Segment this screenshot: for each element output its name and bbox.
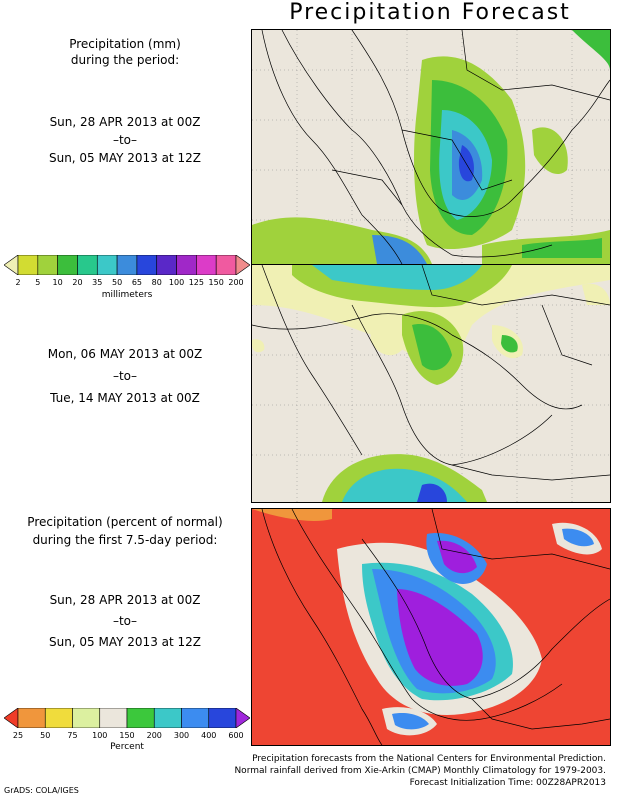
percent-colorbar-tick-label: 400 bbox=[201, 731, 217, 740]
panel1-separator: –to– bbox=[112, 133, 138, 147]
panel3-start-date: Sun, 28 APR 2013 at 00Z bbox=[49, 593, 201, 607]
mm-colorbar-swatch bbox=[4, 255, 19, 275]
percent-colorbar-swatch bbox=[17, 708, 46, 728]
mm-colorbar-swatch bbox=[176, 255, 197, 275]
panel3-end-date: Sun, 05 MAY 2013 at 12Z bbox=[48, 635, 202, 649]
percent-colorbar-swatch bbox=[153, 708, 182, 728]
mm-colorbar-tick-label: 2 bbox=[15, 278, 21, 287]
percent-colorbar-tick-label: 300 bbox=[173, 731, 190, 740]
percent-colorbar-tick-label: 200 bbox=[146, 731, 162, 740]
mm-colorbar-swatch bbox=[196, 255, 217, 275]
percent-colorbar-unit: Percent bbox=[110, 742, 144, 752]
percent-colorbar-tick-label: 600 bbox=[228, 731, 244, 740]
percent-colorbar-tick-label: 100 bbox=[92, 731, 108, 740]
panel2-end-date: Tue, 14 MAY 2013 at 00Z bbox=[50, 391, 200, 405]
panel3-separator: –to– bbox=[112, 614, 138, 628]
percent-of-normal-map bbox=[251, 508, 611, 746]
footer-line1: Precipitation forecasts from the Nationa… bbox=[252, 754, 606, 764]
panel3-heading-line1: Precipitation (percent of normal) bbox=[27, 515, 223, 529]
mm-colorbar bbox=[4, 255, 250, 275]
mm-colorbar-tick-label: 65 bbox=[131, 278, 142, 287]
percent-colorbar-tick-label: 75 bbox=[67, 731, 78, 740]
week2-precip-map bbox=[251, 264, 611, 503]
mm-colorbar-tick-label: 200 bbox=[228, 278, 244, 287]
mm-colorbar-unit: millimeters bbox=[101, 290, 153, 300]
mm-colorbar-swatch bbox=[136, 255, 158, 275]
panel3-heading-line2: during the first 7.5-day period: bbox=[32, 533, 218, 547]
panel2-separator: –to– bbox=[112, 369, 138, 383]
percent-colorbar bbox=[4, 708, 250, 728]
panel2-start-date: Mon, 06 MAY 2013 at 00Z bbox=[47, 347, 203, 361]
mm-colorbar-tick-label: 50 bbox=[111, 278, 123, 287]
percent-colorbar-swatch bbox=[208, 708, 237, 728]
percent-colorbar-tick-label: 50 bbox=[40, 731, 51, 740]
mm-colorbar-swatch bbox=[156, 255, 177, 275]
week1-precip-map bbox=[251, 29, 611, 265]
mm-colorbar-swatch bbox=[57, 255, 78, 275]
panel1-start-date: Sun, 28 APR 2013 at 00Z bbox=[49, 115, 201, 129]
footer-line2: Normal rainfall derived from Xie-Arkin (… bbox=[234, 766, 606, 776]
mm-colorbar-swatch bbox=[235, 255, 250, 275]
page-title: Precipitation Forecast bbox=[289, 0, 571, 25]
mm-colorbar-swatch bbox=[37, 255, 58, 275]
panel1-end-date: Sun, 05 MAY 2013 at 12Z bbox=[48, 151, 202, 165]
percent-colorbar-swatch bbox=[4, 708, 19, 728]
mm-colorbar-swatch bbox=[116, 255, 138, 275]
mm-colorbar-swatch bbox=[96, 255, 118, 275]
mm-colorbar-swatch bbox=[215, 255, 237, 275]
percent-colorbar-swatch bbox=[72, 708, 101, 728]
percent-colorbar-tick-label: 150 bbox=[119, 731, 135, 740]
mm-colorbar-tick-label: 35 bbox=[92, 278, 103, 287]
mm-colorbar-swatch bbox=[17, 255, 39, 275]
percent-colorbar-swatch bbox=[99, 708, 128, 728]
mm-colorbar-tick-label: 125 bbox=[188, 278, 204, 287]
panel1-heading-line1: Precipitation (mm) bbox=[69, 37, 181, 51]
percent-colorbar-swatch bbox=[235, 708, 250, 728]
percent-colorbar-tick-label: 25 bbox=[12, 731, 24, 740]
panel1-heading-line2: during the period: bbox=[70, 53, 180, 67]
mm-colorbar-tick-label: 100 bbox=[168, 278, 185, 287]
footer-line3: Forecast Initialization Time: 00Z28APR20… bbox=[409, 778, 606, 788]
mm-colorbar-tick-label: 5 bbox=[35, 278, 41, 287]
percent-colorbar-swatch bbox=[44, 708, 73, 728]
percent-colorbar-swatch bbox=[126, 708, 155, 728]
grads-credit: GrADS: COLA/IGES bbox=[4, 786, 79, 795]
mm-colorbar-swatch bbox=[77, 255, 98, 275]
mm-colorbar-tick-label: 80 bbox=[151, 278, 162, 287]
percent-colorbar-swatch bbox=[181, 708, 210, 728]
mm-colorbar-tick-label: 10 bbox=[52, 278, 63, 287]
mm-colorbar-tick-label: 20 bbox=[72, 278, 83, 287]
mm-colorbar-tick-label: 150 bbox=[208, 278, 224, 287]
